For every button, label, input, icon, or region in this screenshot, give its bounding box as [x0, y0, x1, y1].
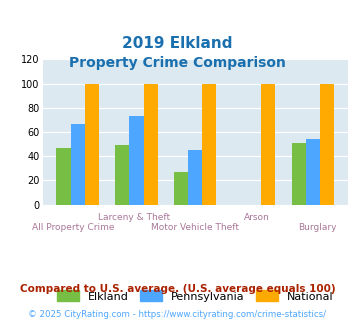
Text: Larceny & Theft: Larceny & Theft — [98, 213, 170, 222]
Text: Compared to U.S. average. (U.S. average equals 100): Compared to U.S. average. (U.S. average … — [20, 284, 335, 294]
Text: Property Crime Comparison: Property Crime Comparison — [69, 56, 286, 70]
Bar — [85, 83, 99, 205]
Text: All Property Crime: All Property Crime — [32, 223, 114, 232]
Legend: Elkland, Pennsylvania, National: Elkland, Pennsylvania, National — [53, 286, 338, 306]
Bar — [261, 83, 275, 205]
Bar — [129, 116, 143, 205]
Bar — [292, 143, 306, 205]
Bar — [56, 148, 71, 205]
Bar — [306, 139, 320, 205]
Text: © 2025 CityRating.com - https://www.cityrating.com/crime-statistics/: © 2025 CityRating.com - https://www.city… — [28, 310, 327, 319]
Bar — [143, 83, 158, 205]
Text: Burglary: Burglary — [298, 223, 337, 232]
Bar — [174, 172, 188, 205]
Text: Arson: Arson — [244, 213, 269, 222]
Bar — [202, 83, 217, 205]
Bar — [115, 145, 129, 205]
Bar — [320, 83, 334, 205]
Text: 2019 Elkland: 2019 Elkland — [122, 36, 233, 51]
Text: Motor Vehicle Theft: Motor Vehicle Theft — [151, 223, 239, 232]
Bar — [188, 150, 202, 205]
Bar — [71, 123, 85, 205]
